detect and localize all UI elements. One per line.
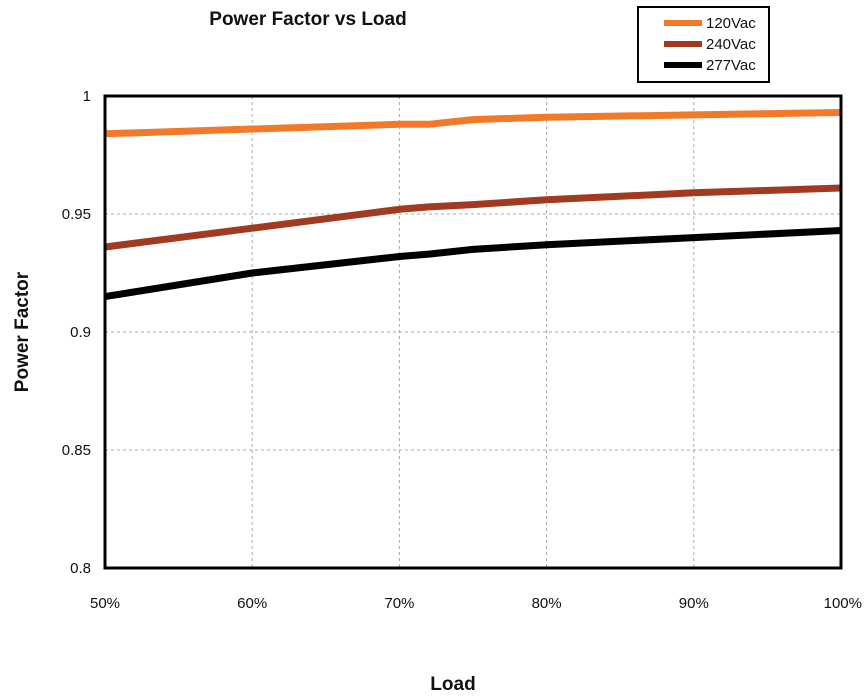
y-tick-label: 0.95	[62, 206, 91, 223]
legend-label: 240Vac	[706, 36, 756, 53]
series-line-277vac	[104, 227, 842, 301]
x-axis: 50% 60% 70% 80% 90% 100%	[90, 595, 862, 612]
x-tick-label: 90%	[679, 595, 709, 612]
y-tick-label: 0.85	[62, 442, 91, 459]
legend-label: 277Vac	[706, 57, 756, 74]
x-tick-label: 60%	[237, 595, 267, 612]
chart-title: Power Factor vs Load	[209, 9, 406, 30]
y-tick-label: 1	[83, 88, 91, 105]
x-tick-label: 80%	[532, 595, 562, 612]
legend-box	[637, 6, 770, 83]
x-axis-title: Load	[430, 674, 475, 695]
x-tick-label: 100%	[824, 595, 862, 612]
y-axis-title: Power Factor	[12, 271, 33, 392]
grid	[105, 96, 841, 568]
y-axis: 0.8 0.85 0.9 0.95 1	[62, 88, 91, 577]
plot-frame	[103, 94, 843, 570]
series-line-240vac	[104, 184, 842, 251]
legend: 120Vac 240Vac 277Vac	[637, 6, 770, 83]
y-tick-label: 0.8	[70, 560, 91, 577]
legend-label: 120Vac	[706, 15, 756, 32]
series-lines	[104, 109, 842, 301]
x-tick-label: 50%	[90, 595, 120, 612]
x-tick-label: 70%	[384, 595, 414, 612]
series-line-120vac	[104, 109, 842, 138]
y-tick-label: 0.9	[70, 324, 91, 341]
